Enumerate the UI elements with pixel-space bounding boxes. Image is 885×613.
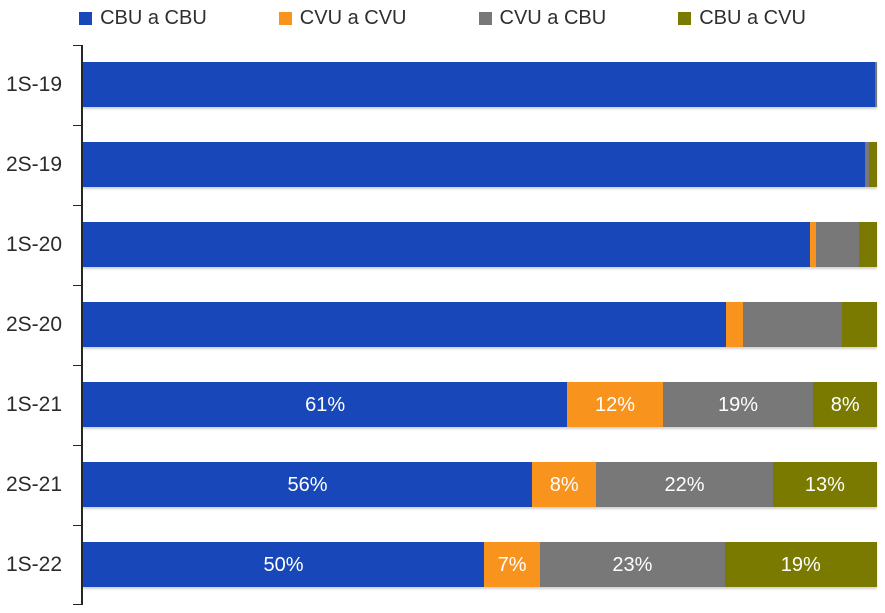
bar-segment-cvu-a-cbu: 22%: [596, 462, 773, 507]
bar-segment-cbu-a-cbu: [83, 302, 727, 347]
legend-label: CBU a CVU: [699, 6, 806, 29]
segment-value-label: 19%: [718, 393, 759, 416]
segment-value-label: 12%: [594, 393, 635, 416]
bar-segment-cbu-a-cbu: 61%: [83, 382, 568, 427]
bar-segment-cvu-a-cbu: [874, 62, 877, 107]
legend-item-cvu-a-cbu: CVU a CBU: [478, 6, 607, 30]
bar-segment-cbu-a-cvu: [869, 142, 877, 187]
segment-value-label: 13%: [804, 473, 845, 496]
segment-value-label: 19%: [780, 553, 821, 576]
segment-value-label: 8%: [549, 473, 579, 496]
segment-value-label: 22%: [664, 473, 705, 496]
segment-value-label: 8%: [830, 393, 860, 416]
bar-segment-cbu-a-cvu: 8%: [813, 382, 877, 427]
bar-segment-cvu-a-cbu: [815, 222, 859, 267]
bar-segment-cbu-a-cbu: 50%: [83, 542, 485, 587]
axis-tick: [73, 205, 81, 206]
bar-segment-cvu-a-cvu: [809, 222, 816, 267]
bar-segment-cbu-a-cvu: 19%: [724, 542, 878, 587]
bar-2s-21: 56% 8% 22% 13%: [83, 462, 877, 507]
legend-swatch-icon: [79, 11, 93, 25]
axis-tick: [73, 604, 81, 605]
category-label-2s-20: 2S-20: [6, 312, 63, 336]
axis-tick: [73, 365, 81, 366]
y-axis-line: [81, 45, 83, 605]
bar-segment-cvu-a-cvu: 7%: [484, 542, 541, 587]
segment-value-label: 56%: [287, 473, 328, 496]
axis-tick: [73, 285, 81, 286]
category-label-1s-19: 1S-19: [6, 72, 63, 96]
legend-item-cbu-a-cvu: CBU a CVU: [678, 7, 806, 30]
bar-2s-19: [83, 142, 877, 187]
bar-segment-cvu-a-cbu: [742, 302, 843, 347]
bar-1s-20: [83, 222, 878, 267]
legend-swatch-icon: [678, 11, 692, 25]
category-label-1s-21: 1S-21: [6, 392, 63, 416]
bar-segment-cvu-a-cbu: [865, 142, 870, 187]
bar-segment-cbu-a-cbu: [83, 142, 866, 187]
bar-segment-cvu-a-cbu: 23%: [540, 542, 725, 587]
segment-value-label: 50%: [263, 553, 304, 576]
segment-value-label: 23%: [612, 553, 653, 576]
plot-area: 61% 12% 19% 8% 56% 8% 22% 13% 50% 7% 23% 19%: [73, 45, 878, 605]
category-label-2s-19: 2S-19: [6, 152, 63, 176]
legend-item-cbu-a-cbu: CBU a CBU: [79, 7, 207, 30]
bar-segment-cbu-a-cbu: 56%: [83, 462, 533, 507]
bar-1s-21: 61% 12% 19% 8%: [83, 382, 877, 427]
axis-tick: [73, 45, 81, 46]
bar-1s-19: [83, 62, 877, 107]
segment-value-label: 7%: [497, 553, 527, 576]
bar-2s-20: [83, 302, 877, 347]
axis-tick: [73, 445, 81, 446]
bar-segment-cbu-a-cvu: 13%: [772, 462, 877, 507]
legend-label: CVU a CBU: [499, 6, 607, 29]
category-label-2s-21: 2S-21: [6, 472, 63, 496]
axis-tick: [73, 125, 81, 126]
category-label-1s-20: 1S-20: [6, 232, 63, 256]
category-label-1s-22: 1S-22: [6, 552, 63, 576]
bar-1s-22: 50% 7% 23% 19%: [83, 542, 878, 587]
segment-value-label: 61%: [305, 393, 346, 416]
legend-label: CBU a CBU: [100, 6, 207, 29]
bar-segment-cbu-a-cbu: [83, 222, 810, 267]
bar-segment-cbu-a-cbu: [83, 62, 875, 107]
bar-segment-cvu-a-cvu: 12%: [567, 382, 663, 427]
legend-swatch-icon: [478, 11, 492, 25]
bar-segment-cvu-a-cbu: 19%: [662, 382, 814, 427]
bar-segment-cvu-a-cvu: [726, 302, 743, 347]
legend-label: CVU a CVU: [299, 6, 407, 29]
legend-swatch-icon: [278, 11, 292, 25]
bar-segment-cbu-a-cvu: [858, 222, 878, 267]
bar-segment-cvu-a-cvu: 8%: [532, 462, 597, 507]
axis-tick: [73, 525, 81, 526]
bar-segment-cbu-a-cvu: [842, 302, 877, 347]
legend: CBU a CBU CVU a CVU CVU a CBU CBU a CVU: [0, 4, 885, 32]
legend-item-cvu-a-cvu: CVU a CVU: [278, 6, 407, 30]
